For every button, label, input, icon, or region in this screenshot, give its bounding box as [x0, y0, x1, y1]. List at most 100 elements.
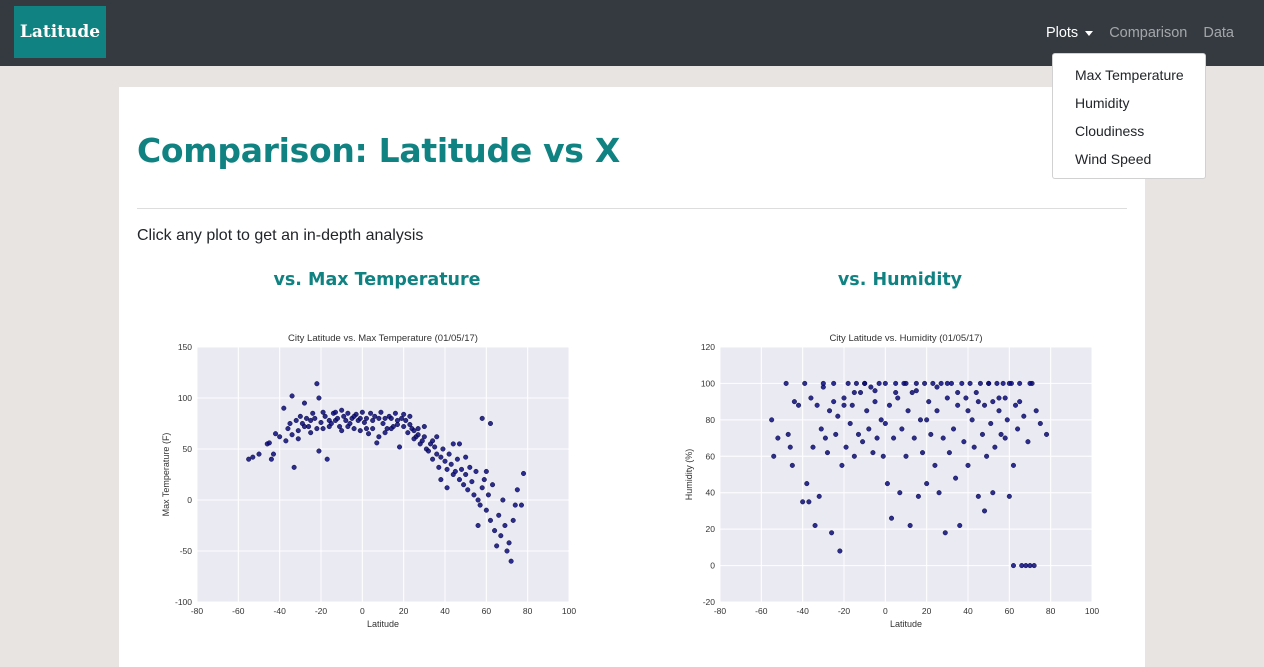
humidity-point — [934, 384, 940, 390]
temp-point — [273, 431, 279, 437]
humidity-point — [802, 380, 808, 386]
humidity-point — [988, 420, 994, 426]
temp-x-tick-label: -40 — [274, 606, 287, 616]
humidity-point — [884, 481, 890, 487]
temp-point — [430, 456, 436, 462]
humidity-y-tick-label: 80 — [706, 415, 716, 425]
temp-point — [293, 417, 299, 423]
temp-point — [320, 426, 326, 432]
humidity-point — [893, 380, 899, 386]
humidity-y-tick-label: -20 — [703, 597, 716, 607]
temp-point — [314, 426, 320, 432]
temp-point — [382, 430, 388, 436]
humidity-point — [806, 499, 812, 505]
humidity-point — [990, 399, 996, 405]
temp-point — [378, 409, 384, 415]
dropdown-item-max-temperature[interactable]: Max Temperature — [1075, 67, 1184, 83]
temp-point — [456, 477, 462, 483]
temp-point — [380, 420, 386, 426]
temp-point — [401, 411, 407, 417]
temp-point — [295, 428, 301, 434]
humidity-point — [909, 390, 915, 396]
nav-plots-dropdown-toggle[interactable]: Plots — [1038, 25, 1101, 41]
humidity-point — [771, 453, 777, 459]
temp-point — [430, 438, 436, 444]
temp-point — [496, 512, 502, 518]
humidity-point — [911, 435, 917, 441]
humidity-point — [944, 395, 950, 401]
temp-point — [376, 415, 382, 421]
humidity-point — [808, 395, 814, 401]
humidity-point — [812, 522, 818, 528]
humidity-point — [787, 444, 793, 450]
humidity-point — [942, 530, 948, 536]
temp-point — [291, 464, 297, 470]
humidity-point — [775, 435, 781, 441]
temp-point — [444, 485, 450, 491]
main-container: Comparison: Latitude vs X Click any plot… — [119, 87, 1145, 667]
humidity-point — [841, 395, 847, 401]
humidity-point — [998, 431, 1004, 437]
temp-point — [322, 413, 328, 419]
temp-point — [444, 466, 450, 472]
humidity-point — [907, 522, 913, 528]
humidity-point — [913, 388, 919, 394]
caret-down-icon — [1085, 30, 1094, 36]
dropdown-item-humidity[interactable]: Humidity — [1075, 95, 1130, 111]
humidity-point — [982, 508, 988, 514]
humidity-point — [1023, 563, 1029, 569]
nav-data-link[interactable]: Data — [1203, 25, 1234, 41]
humidity-y-tick-label: 100 — [701, 378, 715, 388]
humidity-point — [975, 493, 981, 499]
humidity-point — [796, 402, 802, 408]
humidity-point — [841, 402, 847, 408]
humidity-y-tick-label: 120 — [701, 342, 715, 352]
humidity-x-tick-label: 40 — [963, 606, 973, 616]
humidity-point — [1010, 462, 1016, 468]
temp-point — [388, 415, 394, 421]
humidity-point — [1021, 413, 1027, 419]
temp-y-tick-label: -50 — [180, 546, 193, 556]
temp-point — [388, 426, 394, 432]
dropdown-item-wind-speed[interactable]: Wind Speed — [1075, 151, 1152, 167]
humidity-point — [886, 402, 892, 408]
humidity-point — [928, 431, 934, 437]
nav-plots-label: Plots — [1045, 25, 1079, 41]
humidity-point — [849, 402, 855, 408]
humidity-point — [833, 431, 839, 437]
humidity-point — [920, 450, 926, 456]
humidity-point — [1025, 439, 1031, 445]
humidity-x-label: Latitude — [890, 619, 922, 629]
humidity-y-tick-label: 60 — [706, 451, 716, 461]
humidity-point — [992, 444, 998, 450]
temp-point — [500, 497, 506, 503]
dropdown-item-cloudiness[interactable]: Cloudiness — [1075, 123, 1145, 139]
humidity-x-tick-label: 0 — [883, 606, 888, 616]
humidity-point — [1010, 563, 1016, 569]
temp-point — [359, 409, 365, 415]
humidity-point — [957, 522, 963, 528]
humidity-point — [1017, 399, 1023, 405]
plot-max-temperature[interactable]: -80 -60 -40 -20 0 20 40 60 80 100 -100 -50 0 50 100 150… — [149, 327, 589, 637]
temp-point — [469, 479, 475, 485]
temp-point — [335, 415, 341, 421]
temp-point — [487, 517, 493, 523]
temp-point — [475, 522, 481, 528]
temp-point — [452, 468, 458, 474]
humidity-plot-area — [720, 347, 1092, 602]
plot-humidity[interactable]: -80 -60 -40 -20 0 20 40 60 80 100 -20 0 20 40 60 80 100 1… — [672, 327, 1112, 637]
temp-point — [368, 410, 374, 416]
temp-point — [374, 440, 380, 446]
temp-point — [456, 441, 462, 447]
temp-point — [415, 432, 421, 438]
temp-point — [345, 424, 351, 430]
plot-heading-max-temperature: vs. Max Temperature — [273, 270, 481, 290]
brand-logo[interactable]: Latitude — [14, 6, 106, 58]
nav-comparison-link[interactable]: Comparison — [1109, 25, 1188, 41]
humidity-point — [1031, 563, 1037, 569]
temp-point — [479, 485, 485, 491]
humidity-point — [953, 475, 959, 481]
temp-point — [363, 415, 369, 421]
temp-plot-area — [197, 347, 569, 602]
humidity-x-tick-label: -80 — [714, 606, 727, 616]
